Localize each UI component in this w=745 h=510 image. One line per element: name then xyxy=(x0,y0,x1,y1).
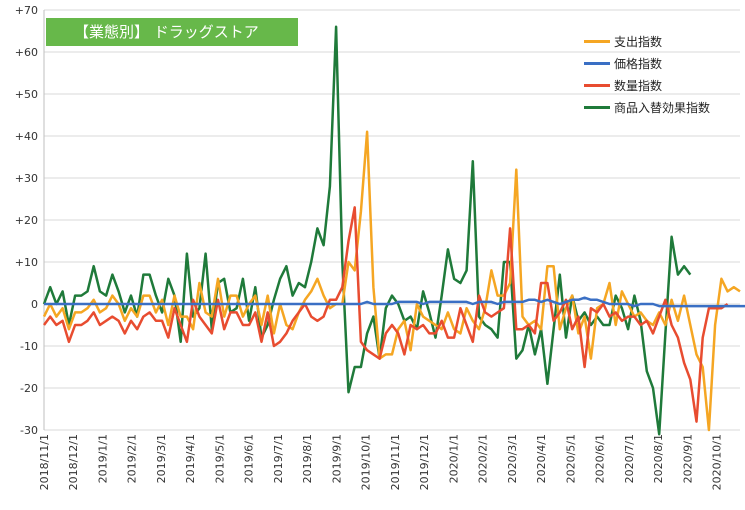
x-tick-label: 2019/3/1 xyxy=(155,434,168,483)
x-tick-label: 2020/7/1 xyxy=(623,434,636,483)
x-tick-label: 2020/6/1 xyxy=(594,434,607,483)
x-tick-label: 2020/8/1 xyxy=(652,434,665,483)
x-tick-label: 2019/5/1 xyxy=(213,434,226,483)
x-tick-label: 2019/1/1 xyxy=(96,434,109,483)
x-tick-label: 2019/9/1 xyxy=(330,434,343,483)
x-tick-label: 2019/12/1 xyxy=(418,434,431,490)
x-axis-ticks: 2018/11/1 2018/12/1 2019/1/1 2019/2/1 2019/3… xyxy=(38,434,724,490)
legend-swatch xyxy=(584,39,610,43)
x-tick-label: 2020/4/1 xyxy=(535,434,548,483)
y-tick-label: -30 xyxy=(20,424,38,437)
y-tick-label: +40 xyxy=(15,130,38,143)
x-tick-label: 2019/8/1 xyxy=(301,434,314,483)
legend-label: 商品入替効果指数 xyxy=(614,100,711,115)
y-tick-label: +30 xyxy=(15,172,38,185)
y-tick-label: -20 xyxy=(20,382,38,395)
legend: 支出指数 価格指数 数量指数 商品入替効果指数 xyxy=(584,30,710,118)
y-axis-ticks: +70 +60 +50 +40 +30 +20 +10 0 -10 -20 -30 xyxy=(15,4,38,437)
series-line-3 xyxy=(42,25,692,436)
legend-item: 支出指数 xyxy=(584,30,710,52)
x-tick-label: 2020/5/1 xyxy=(564,434,577,483)
grid-lines xyxy=(43,9,740,431)
x-tick-label: 2019/10/1 xyxy=(360,434,373,490)
legend-item: 価格指数 xyxy=(584,52,710,74)
x-tick-label: 2019/2/1 xyxy=(126,434,139,483)
legend-swatch xyxy=(584,61,610,65)
chart-title: 【業態別】 ドラッグストア xyxy=(46,18,298,46)
legend-item: 数量指数 xyxy=(584,74,710,96)
y-tick-label: +10 xyxy=(15,256,38,269)
x-tick-label: 2019/7/1 xyxy=(272,434,285,483)
legend-label: 支出指数 xyxy=(614,34,663,49)
y-tick-label: +70 xyxy=(15,4,38,17)
legend-label: 価格指数 xyxy=(614,56,663,71)
y-tick-label: -10 xyxy=(20,340,38,353)
legend-swatch xyxy=(584,105,610,109)
y-tick-label: +60 xyxy=(15,46,38,59)
series-line-2 xyxy=(42,206,729,423)
legend-item: 商品入替効果指数 xyxy=(584,96,710,118)
y-tick-label: +20 xyxy=(15,214,38,227)
x-tick-label: 2020/10/1 xyxy=(711,434,724,490)
x-tick-label: 2018/11/1 xyxy=(38,434,51,490)
y-tick-label: 0 xyxy=(31,298,38,311)
series-line-1 xyxy=(44,296,745,308)
x-tick-label: 2019/11/1 xyxy=(389,434,402,490)
x-tick-label: 2020/1/1 xyxy=(447,434,460,483)
x-tick-label: 2020/3/1 xyxy=(506,434,519,483)
legend-swatch xyxy=(584,83,610,87)
x-tick-label: 2019/6/1 xyxy=(243,434,256,483)
x-tick-label: 2019/4/1 xyxy=(184,434,197,483)
series-lines xyxy=(42,25,745,436)
series-line-0 xyxy=(42,130,741,432)
x-tick-label: 2020/9/1 xyxy=(681,434,694,483)
x-tick-label: 2020/2/1 xyxy=(477,434,490,483)
y-tick-label: +50 xyxy=(15,88,38,101)
legend-label: 数量指数 xyxy=(614,78,663,93)
x-tick-label: 2018/12/1 xyxy=(67,434,80,490)
